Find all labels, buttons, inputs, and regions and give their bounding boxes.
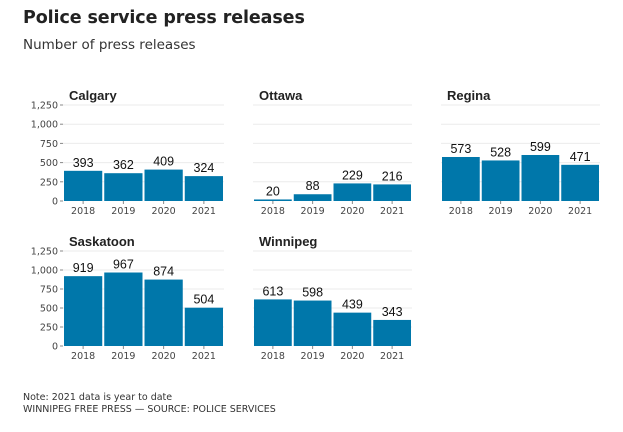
data-label: 967 [113,258,134,272]
x-tick-label: 2019 [489,206,513,217]
panel-saskatoon: 0 250 500 750 1,000 1,250 Saskatoon 919 2018 967 2… [31,234,224,362]
footnote: Note: 2021 data is year to date WINNIPEG… [23,392,276,416]
data-label: 216 [382,169,403,183]
chart-title: Police service press releases [23,8,305,28]
panel-ottawa: Ottawa 20 2018 88 2019 229 2020 216 2021 [253,88,412,217]
bar [481,160,520,201]
y-tick-label: 750 [40,139,58,150]
y-tick-label: 0 [52,197,58,208]
bar [293,300,332,346]
data-label: 919 [73,261,94,275]
data-label: 598 [302,286,323,300]
data-label: 88 [306,179,320,193]
panel-winnipeg: Winnipeg 613 2018 598 2019 439 2020 343 2021 [253,234,412,362]
x-tick-label: 2019 [301,351,325,362]
data-label: 20 [266,184,280,198]
bar [104,173,143,201]
chart-subtitle: Number of press releases [23,37,196,53]
data-label: 409 [153,155,174,169]
data-label: 874 [153,265,174,279]
source-credit: WINNIPEG FREE PRESS — SOURCE: POLICE SER… [23,404,276,415]
panel-title: Calgary [69,88,117,103]
x-tick-label: 2020 [340,206,364,217]
bar [104,272,143,346]
bar [144,169,183,201]
x-tick-label: 2021 [380,206,404,217]
bar [373,319,411,346]
panel-title: Ottawa [259,88,303,103]
x-tick-label: 2018 [71,351,95,362]
x-tick-label: 2018 [449,206,473,217]
data-label: 573 [450,142,471,156]
panel-title: Winnipeg [259,234,317,249]
data-label: 504 [193,293,214,307]
panel-calgary: 0 250 500 750 1,000 1,250 Calgary 393 2018 362 201… [31,88,224,217]
x-tick-label: 2019 [111,351,135,362]
x-tick-label: 2020 [528,206,552,217]
bar [442,156,480,201]
x-tick-label: 2021 [192,206,216,217]
data-label: 324 [193,161,214,175]
y-tick-label: 500 [40,304,58,315]
data-label: 439 [342,298,363,312]
bar [184,176,223,201]
x-tick-label: 2021 [192,351,216,362]
data-label: 599 [530,140,551,154]
x-tick-label: 2021 [380,351,404,362]
x-tick-label: 2020 [340,351,364,362]
data-label: 229 [342,168,363,182]
data-label: 528 [490,145,511,159]
data-label: 362 [113,158,134,172]
y-tick-label: 250 [40,323,58,334]
data-label: 471 [570,150,591,164]
x-tick-label: 2018 [71,206,95,217]
data-label: 393 [73,156,94,170]
x-tick-label: 2018 [261,351,285,362]
y-tick-label: 1,250 [31,101,58,112]
x-tick-label: 2018 [261,206,285,217]
x-tick-label: 2020 [152,351,176,362]
bar [333,312,372,346]
y-tick-label: 1,000 [31,120,58,131]
y-tick-label: 1,250 [31,247,58,258]
x-tick-label: 2020 [152,206,176,217]
bar [373,184,411,201]
panel-title: Saskatoon [69,234,135,249]
note-text: Note: 2021 data is year to date [23,392,173,403]
y-tick-label: 750 [40,285,58,296]
data-label: 613 [262,284,283,298]
data-label: 343 [382,305,403,319]
x-tick-label: 2019 [111,206,135,217]
y-tick-label: 0 [52,342,58,353]
bar [521,154,560,201]
x-tick-label: 2019 [301,206,325,217]
bar [254,199,292,201]
bar [184,307,223,346]
y-tick-label: 500 [40,158,58,169]
bar [144,279,183,346]
panel-title: Regina [447,88,491,103]
bar [333,183,372,201]
bar [64,276,103,346]
x-tick-label: 2021 [568,206,592,217]
y-tick-label: 250 [40,177,58,188]
bar [254,299,292,346]
bar [64,170,103,201]
y-tick-label: 1,000 [31,266,58,277]
panel-regina: Regina 573 2018 528 2019 599 2020 471 2021 [441,88,600,217]
bar [561,164,599,201]
bar [293,194,332,201]
